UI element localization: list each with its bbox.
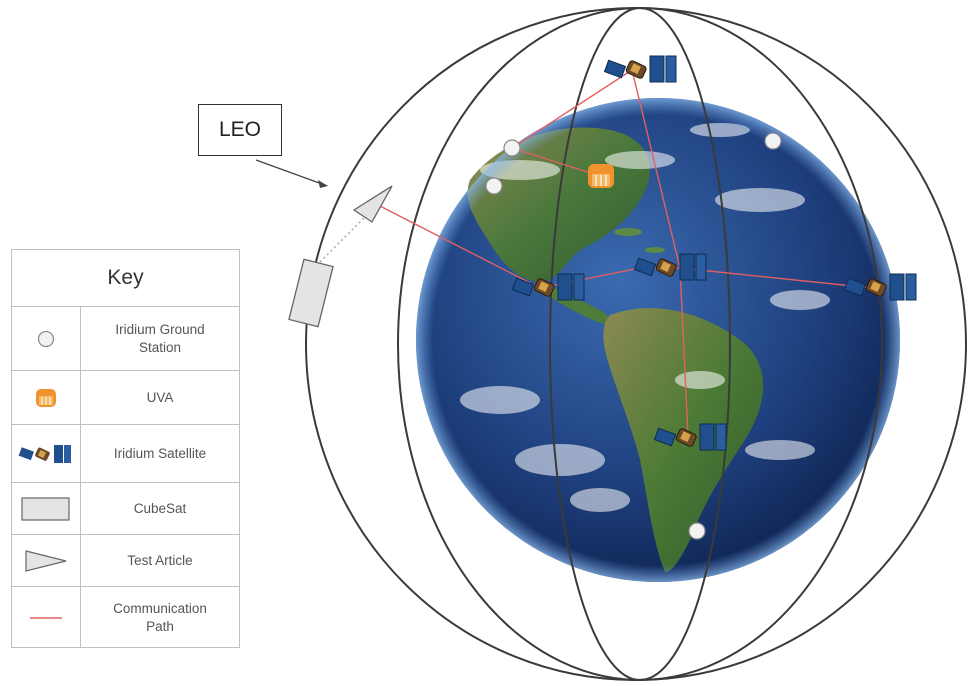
communication-path-icon <box>12 587 81 648</box>
leo-arrowhead <box>318 180 328 188</box>
cubesat-link <box>319 209 373 263</box>
ground-stations <box>485 132 782 540</box>
key-label: Communication Path <box>113 600 207 634</box>
key-label: Iridium Ground Station <box>115 321 205 355</box>
leo-label: LEO <box>198 104 282 156</box>
key-label: UVA <box>146 389 174 405</box>
uva-icon <box>12 371 81 424</box>
ground-station <box>688 522 706 540</box>
key-label: CubeSat <box>133 500 187 516</box>
key-row-uva: UVA <box>12 371 239 425</box>
key-row-ground-station: Iridium Ground Station <box>12 307 239 371</box>
key-row-communication-path: Communication Path <box>12 587 239 648</box>
key-title: Key <box>12 250 239 307</box>
uva-marker <box>588 164 614 188</box>
test-article-icon <box>12 535 81 586</box>
key-row-test-article: Test Article <box>12 535 239 587</box>
test-article <box>352 185 393 223</box>
orbit-ring-3 <box>549 7 731 681</box>
ground-station <box>503 139 521 157</box>
key-row-cubesat: CubeSat <box>12 483 239 535</box>
key-row-iridium-satellite: Iridium Satellite <box>12 425 239 483</box>
ground-station <box>485 177 503 195</box>
key-label: Iridium Satellite <box>113 445 207 461</box>
ground-station-icon <box>12 307 81 370</box>
key-label: Test Article <box>127 552 193 568</box>
ground-station <box>764 132 782 150</box>
earth <box>416 98 900 582</box>
iridium-satellite-icon <box>12 425 81 482</box>
leo-arrow <box>255 159 323 185</box>
key-legend: Key Iridium Ground Station UVA Iridium S… <box>11 249 240 648</box>
orbits <box>305 7 967 681</box>
cubesat-icon <box>12 483 81 534</box>
iridium-satellite <box>603 55 677 83</box>
cubesat <box>288 258 334 328</box>
